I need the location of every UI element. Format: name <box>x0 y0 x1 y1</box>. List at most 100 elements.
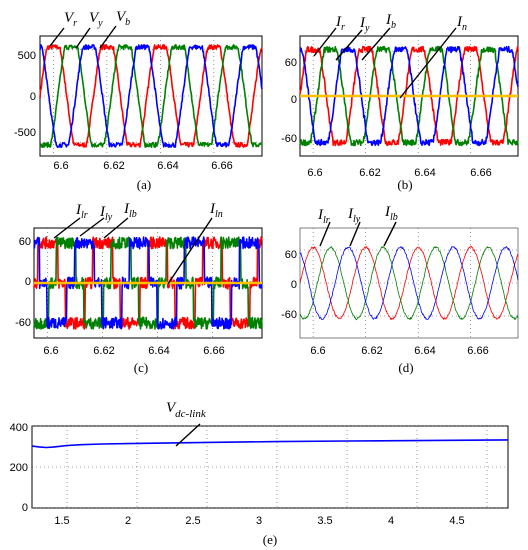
annotation-d: Ilr Ily Ilb <box>317 204 398 247</box>
xtick-e-0: 1.5 <box>54 515 69 527</box>
label-d-ilb: Ilb <box>384 204 398 223</box>
series-b <box>299 45 519 147</box>
ytick-c-2: -60 <box>15 317 31 329</box>
series-a <box>39 44 263 148</box>
xtick-b-2: 6.64 <box>414 167 435 179</box>
series-line-d-1 <box>299 246 519 321</box>
arrow-line-c-ily <box>79 217 105 237</box>
xtick-e-1: 2 <box>125 515 131 527</box>
ytick-e-2: 0 <box>22 502 28 514</box>
ytick-c-0: 60 <box>19 236 31 248</box>
caption-a: (a) <box>137 177 151 192</box>
series-d <box>299 245 519 321</box>
arrow-line-b-ib <box>361 27 391 61</box>
label-c-ily: Ily <box>99 204 113 223</box>
arrow-line-b-in <box>399 27 457 99</box>
ytick-e-0: 400 <box>10 422 28 434</box>
arrow-line-d-ilb <box>383 221 397 247</box>
grid-e <box>32 425 508 509</box>
ytick-d-2: -60 <box>281 309 297 321</box>
label-c-ilr: Ilr <box>75 202 88 221</box>
arrow-line-b-iy <box>335 29 363 61</box>
label-a-vb: Vb <box>116 9 130 28</box>
caption-b: (b) <box>397 177 412 192</box>
annotation-c: Ilr Ily Ilb Iln <box>53 201 223 285</box>
series-e <box>31 439 509 449</box>
xtick-c-0: 6.6 <box>43 345 58 357</box>
xtick-e-2: 2.5 <box>185 515 200 527</box>
xtick-a-0: 6.6 <box>53 160 68 172</box>
xtick-d-1: 6.62 <box>361 345 382 357</box>
series-line-d-0 <box>299 245 519 321</box>
xtick-b-1: 6.62 <box>359 167 380 179</box>
ytick-a-1: 0 <box>30 91 36 103</box>
panel-b: 60 0 -60 6.6 6.62 6.64 6.66 (b) Ir Iy Ib… <box>281 12 519 192</box>
xtick-b-0: 6.6 <box>307 167 322 179</box>
xtick-e-5: 4 <box>388 515 394 527</box>
arrow-line-a-vy <box>75 27 91 49</box>
ytick-a-0: 500 <box>18 50 36 62</box>
panel-a: 500 0 -500 6.6 6.62 6.64 6.66 (a) Vr Vy … <box>14 9 263 192</box>
caption-c: (c) <box>134 360 148 375</box>
series-line-a-1 <box>39 44 263 148</box>
label-c-ilb: Ilb <box>123 201 137 220</box>
xtick-d-0: 6.6 <box>310 345 325 357</box>
ytick-e-1: 200 <box>10 462 28 474</box>
label-e-vdc: Vdc-link <box>166 400 207 420</box>
arrow-line-c-ilr <box>53 217 81 239</box>
arrow-line-c-ilb <box>103 217 129 239</box>
xtick-d-3: 6.66 <box>467 345 488 357</box>
label-b-in: In <box>456 14 467 33</box>
series-c <box>33 236 263 330</box>
arrow-line-a-vr <box>49 27 65 47</box>
xtick-a-1: 6.62 <box>103 160 124 172</box>
annotation-a: Vr Vy Vb <box>49 9 130 49</box>
ytick-d-1: 0 <box>291 279 297 291</box>
series-line-d-2 <box>299 246 519 320</box>
arrow-line-e-vdc <box>175 423 201 447</box>
xtick-a-3: 6.66 <box>211 160 232 172</box>
caption-d: (d) <box>398 360 413 375</box>
label-a-vr: Vr <box>64 10 77 29</box>
ytick-d-0: 60 <box>285 249 297 261</box>
label-c-iln: Iln <box>209 201 223 220</box>
xtick-c-1: 6.62 <box>93 345 114 357</box>
xtick-d-2: 6.64 <box>414 345 435 357</box>
series-line-b-1 <box>299 45 519 147</box>
xtick-c-3: 6.66 <box>203 345 224 357</box>
ytick-c-1: 0 <box>25 276 31 288</box>
arrow-line-b-ir <box>313 27 337 57</box>
ytick-b-0: 60 <box>285 57 297 69</box>
ytick-a-2: -500 <box>14 127 36 139</box>
annotation-b: Ir Iy Ib In <box>313 12 467 99</box>
label-b-iy: Iy <box>359 15 370 34</box>
xtick-e-6: 4.5 <box>449 515 464 527</box>
label-d-ilr: Ilr <box>317 207 330 226</box>
series-line-e-0 <box>31 439 509 449</box>
xtick-a-2: 6.64 <box>157 160 178 172</box>
series-line-c-1 <box>33 236 263 330</box>
xtick-c-2: 6.64 <box>148 345 169 357</box>
label-a-vy: Vy <box>89 10 103 29</box>
series-line-b-2 <box>299 45 519 147</box>
caption-e: (e) <box>263 532 277 547</box>
xtick-e-4: 3.5 <box>317 515 332 527</box>
series-line-a-2 <box>39 44 263 148</box>
arrow-line-a-vb <box>99 25 117 49</box>
arrow-line-d-ily <box>349 221 361 247</box>
annotation-e: Vdc-link <box>166 400 207 447</box>
label-b-ir: Ir <box>335 14 345 33</box>
label-d-ily: Ily <box>347 206 361 225</box>
panel-d: 60 0 -60 6.6 6.62 6.64 6.66 (d) Ilr Ily … <box>281 204 519 375</box>
xtick-b-3: 6.66 <box>470 167 491 179</box>
ytick-b-2: -60 <box>281 133 297 145</box>
series-line-a-0 <box>39 44 263 148</box>
panel-e: 400 200 0 1.5 2 2.5 3 3.5 4 4.5 (e) Vdc-… <box>10 400 509 547</box>
ytick-b-1: 0 <box>291 94 297 106</box>
panel-c: 60 0 -60 6.6 6.62 6.64 6.66 (c) Ilr Ily … <box>15 201 263 375</box>
arrow-line-c-iln <box>167 217 213 285</box>
label-b-ib: Ib <box>385 12 396 31</box>
arrow-line-d-ilr <box>319 221 331 247</box>
xtick-e-3: 3 <box>256 515 262 527</box>
